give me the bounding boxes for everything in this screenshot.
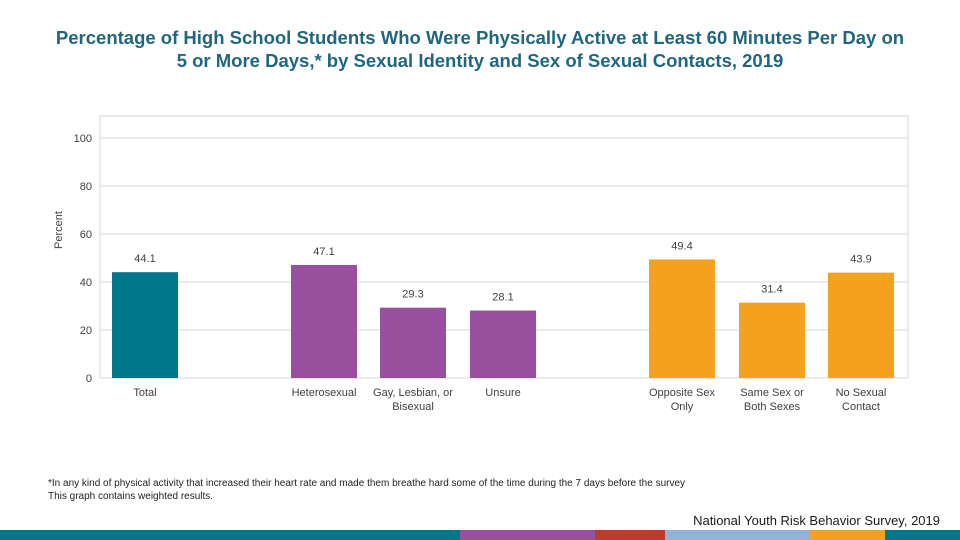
y-tick-label: 20 [80, 325, 92, 337]
y-axis-label: Percent [53, 211, 65, 249]
data-label-opposite-sex-only: 49.4 [671, 240, 692, 252]
bar-unsure [470, 310, 536, 378]
data-label-heterosexual: 47.1 [313, 246, 334, 258]
category-label-no-sexual-contact: No Sexual [836, 387, 887, 399]
color-bar-segment [885, 530, 960, 540]
category-label-opposite-sex-only: Opposite Sex [649, 387, 716, 399]
category-label-same-sex-or-both-sexes: Same Sex or [740, 387, 804, 399]
color-bar-segment [0, 530, 300, 540]
bar-gay-lesbian-or-bisexual [380, 307, 446, 378]
color-bar-segment [810, 530, 885, 540]
bar-heterosexual [291, 264, 357, 378]
category-label-heterosexual: Heterosexual [292, 387, 357, 399]
color-bar-segment [300, 530, 460, 540]
footnote-line-1: *In any kind of physical activity that i… [48, 478, 686, 489]
color-bar-segment [595, 530, 665, 540]
data-label-gay-lesbian-or-bisexual: 29.3 [402, 289, 423, 301]
bar-total [112, 272, 178, 378]
source-note: National Youth Risk Behavior Survey, 201… [693, 513, 940, 528]
data-label-same-sex-or-both-sexes: 31.4 [761, 284, 782, 296]
data-label-total: 44.1 [134, 253, 155, 265]
category-label-unsure: Unsure [485, 387, 520, 399]
data-label-unsure: 28.1 [492, 292, 513, 304]
color-bar-segment [665, 530, 810, 540]
chart-title: Percentage of High School Students Who W… [0, 26, 960, 72]
category-label-total: Total [133, 387, 156, 399]
footnote: *In any kind of physical activity that i… [48, 477, 685, 503]
data-labels: 44.1 47.1 29.3 28.1 49.4 31.4 43.9 [134, 240, 871, 303]
color-bar-segment [460, 530, 595, 540]
footnote-line-2: This graph contains weighted results. [48, 491, 214, 502]
y-tick-label: 80 [80, 181, 92, 193]
decorative-color-bar [0, 530, 960, 540]
category-label-same-sex-or-both-sexes: Both Sexes [744, 401, 801, 413]
bars [112, 259, 894, 378]
y-tick-label: 60 [80, 229, 92, 241]
category-label-opposite-sex-only: Only [671, 401, 694, 413]
category-label-gay-lesbian-or-bisexual: Gay, Lesbian, or [373, 387, 453, 399]
y-tick-label: 40 [80, 277, 92, 289]
bar-opposite-sex-only [649, 259, 715, 378]
category-labels: Total Heterosexual Gay, Lesbian, or Bisexua… [133, 387, 886, 413]
bar-chart: 0 20 40 60 80 100 Percent 44.1 47.1 29.3 28.1 49.… [53, 115, 909, 413]
y-tick-label: 0 [86, 373, 92, 385]
category-label-no-sexual-contact: Contact [842, 401, 880, 413]
y-axis-ticks: 0 20 40 60 80 100 [74, 133, 92, 385]
bar-no-sexual-contact [828, 272, 894, 378]
data-label-no-sexual-contact: 43.9 [850, 254, 871, 266]
chart-title-line-1: Percentage of High School Students Who W… [55, 27, 905, 48]
category-label-gay-lesbian-or-bisexual: Bisexual [392, 401, 434, 413]
bar-same-sex-or-both-sexes [739, 302, 805, 378]
chart-title-line-2: 5 or More Days,* by Sexual Identity and … [176, 50, 784, 71]
y-tick-label: 100 [74, 133, 92, 145]
